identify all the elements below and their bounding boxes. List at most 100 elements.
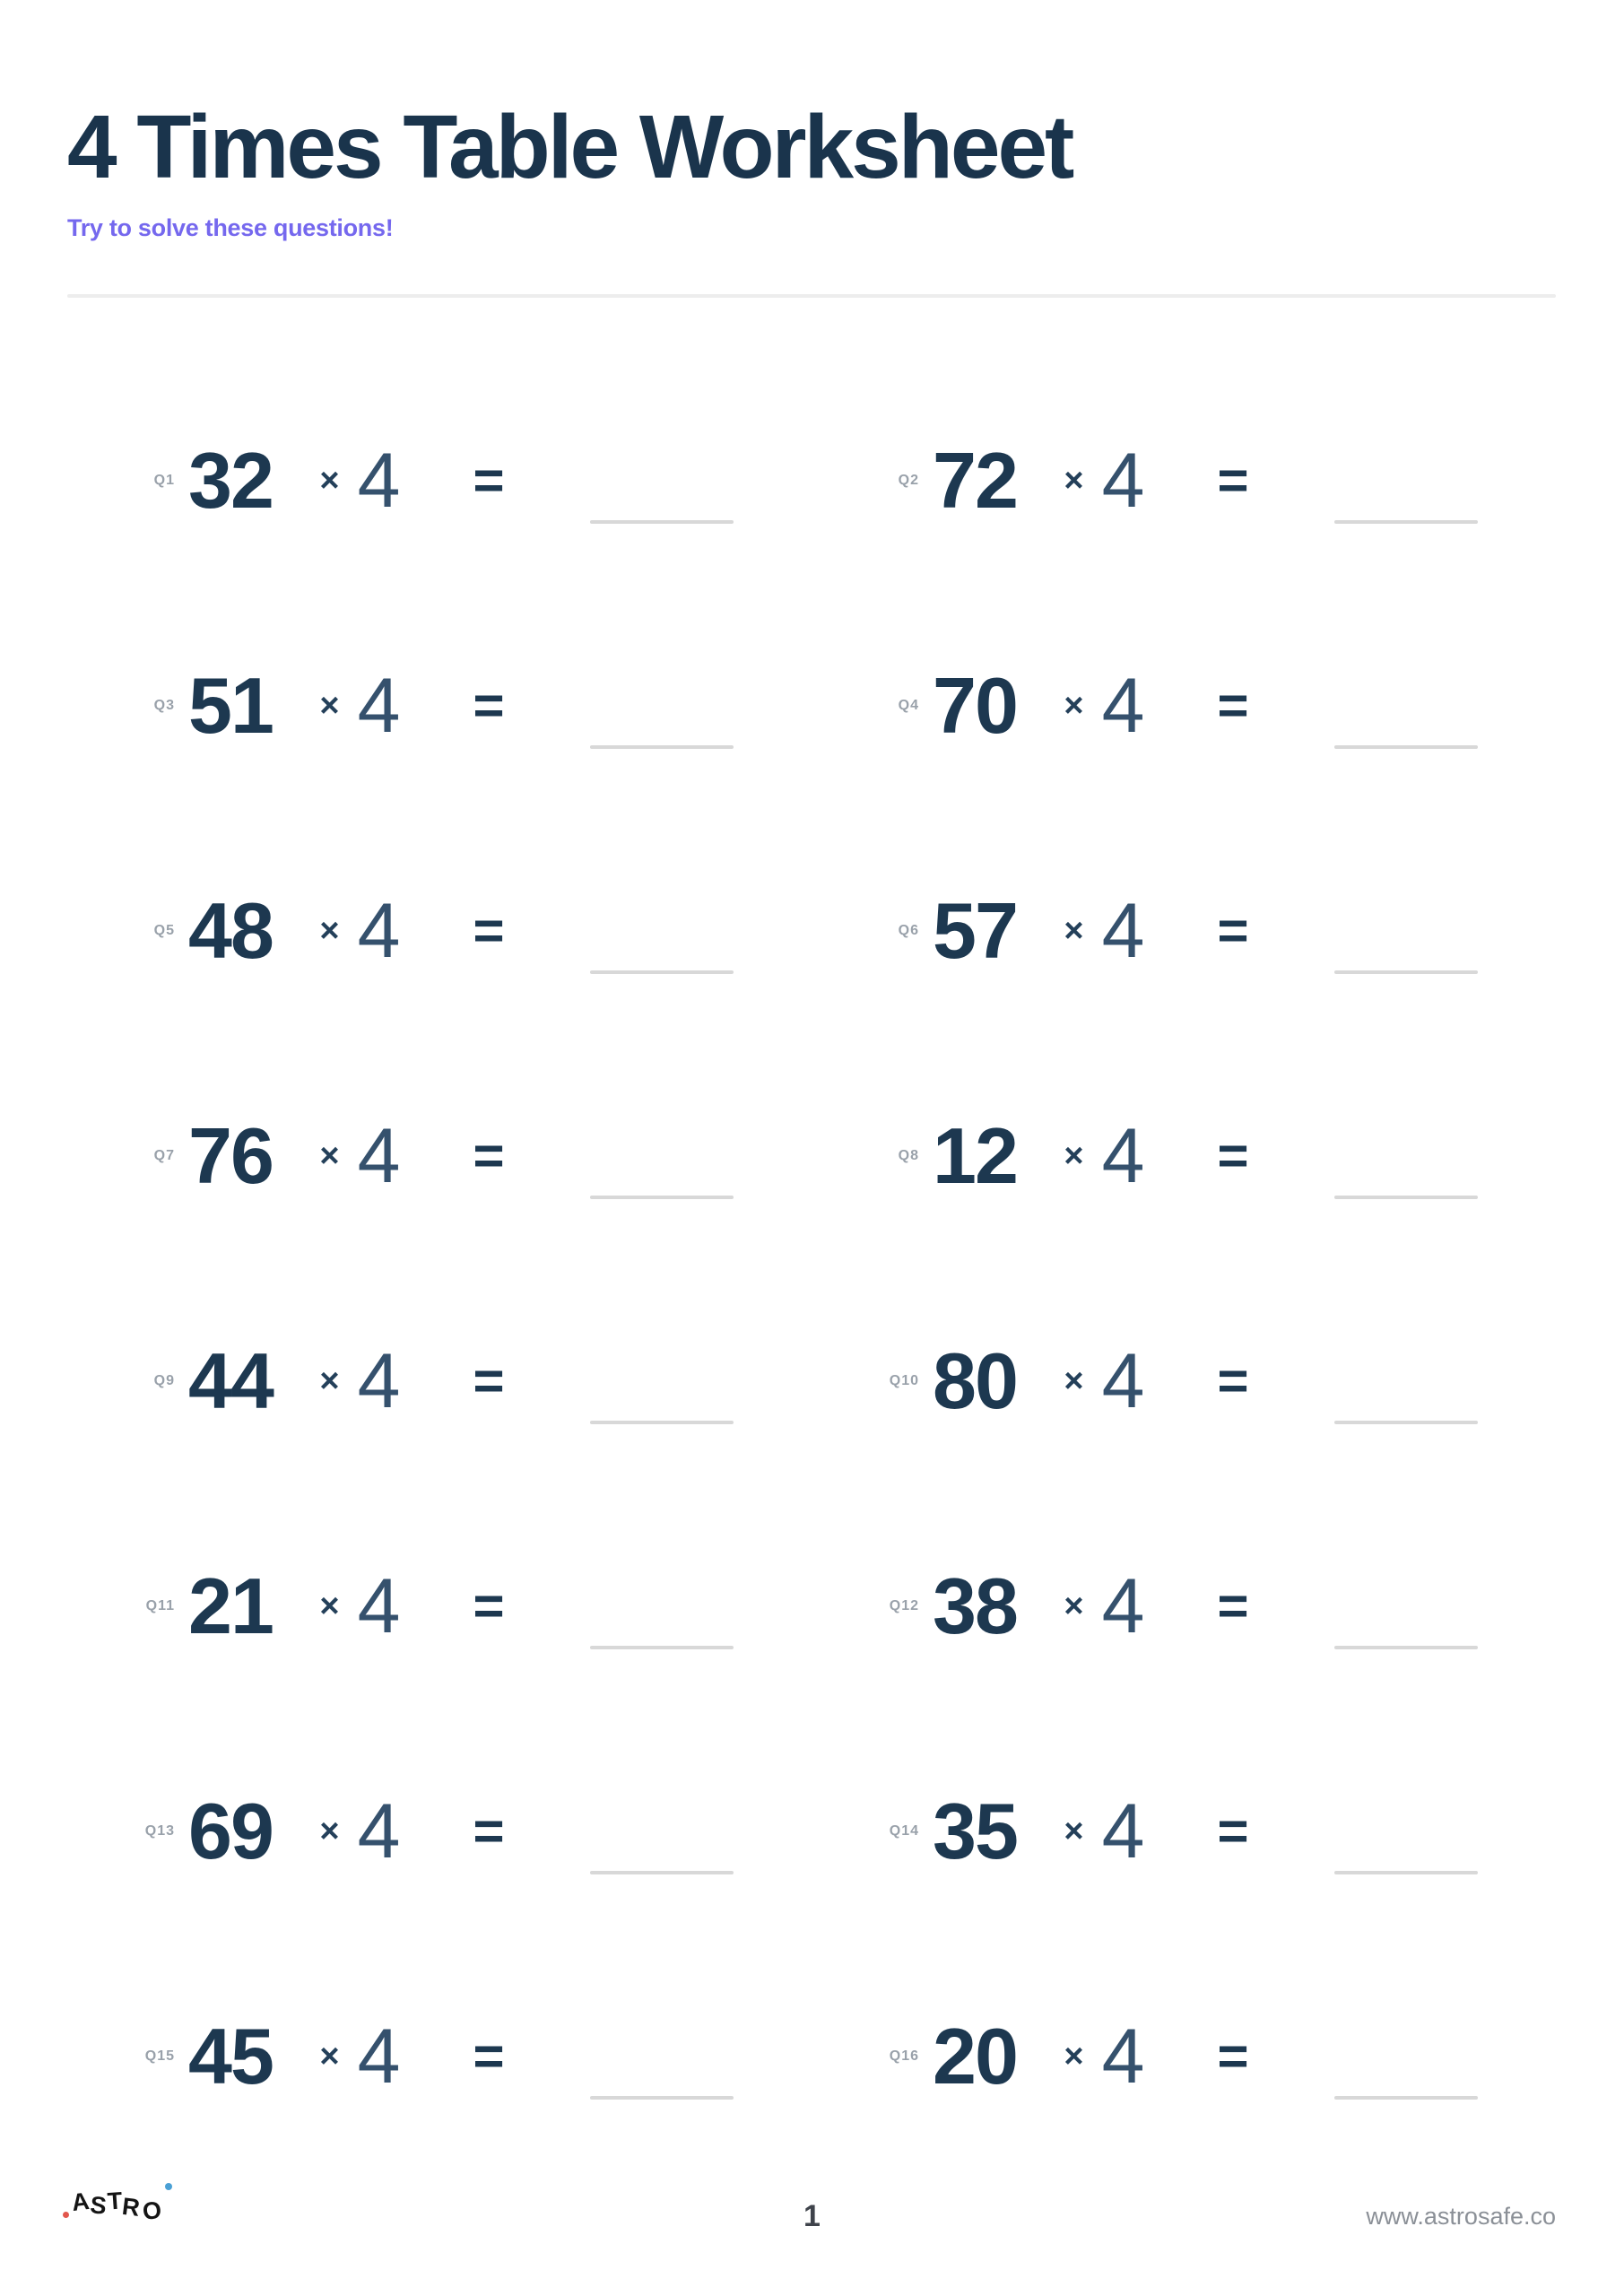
question-item: Q2 72 × 4 = xyxy=(812,368,1556,593)
equals-sign: = xyxy=(1217,1575,1249,1636)
answer-blank[interactable] xyxy=(590,744,734,749)
answer-blank[interactable] xyxy=(590,1645,734,1649)
multiply-icon: × xyxy=(1064,686,1084,725)
header: 4 Times Table Worksheet Try to solve the… xyxy=(67,100,1556,242)
question-item: Q12 38 × 4 = xyxy=(812,1493,1556,1718)
question-multiplier: 4 xyxy=(1101,1562,1145,1649)
multiply-icon: × xyxy=(1064,2037,1084,2075)
question-label: Q1 xyxy=(153,472,175,488)
question-operand: 45 xyxy=(188,2011,274,2100)
answer-blank[interactable] xyxy=(590,1870,734,1874)
question-operand: 32 xyxy=(188,435,274,525)
answer-blank[interactable] xyxy=(1334,744,1478,749)
question-item: Q13 69 × 4 = xyxy=(67,1718,812,1944)
answer-blank[interactable] xyxy=(1334,1195,1478,1199)
multiply-icon: × xyxy=(319,1812,340,1850)
multiply-icon: × xyxy=(1064,1812,1084,1850)
question-operand: 72 xyxy=(933,435,1019,525)
question-label: Q4 xyxy=(898,697,919,713)
question-multiplier: 4 xyxy=(1101,1112,1145,1199)
equals-sign: = xyxy=(1217,900,1249,961)
question-multiplier: 4 xyxy=(357,1787,401,1874)
question-operand: 69 xyxy=(188,1786,274,1875)
question-multiplier: 4 xyxy=(1101,662,1145,749)
multiply-icon: × xyxy=(319,2037,340,2075)
question-item: Q7 76 × 4 = xyxy=(67,1043,812,1268)
answer-blank[interactable] xyxy=(590,1195,734,1199)
question-operand: 57 xyxy=(933,885,1019,975)
page-title: 4 Times Table Worksheet xyxy=(67,97,1074,197)
equals-sign: = xyxy=(1217,1125,1249,1186)
answer-blank[interactable] xyxy=(590,519,734,524)
questions-grid: Q1 32 × 4 = Q2 72 × 4 = Q3 51 × 4 = Q4 7… xyxy=(67,368,1556,2169)
question-label: Q5 xyxy=(153,922,175,938)
equals-sign: = xyxy=(1217,1800,1249,1861)
equals-sign: = xyxy=(473,1575,505,1636)
question-operand: 51 xyxy=(188,660,274,750)
answer-blank[interactable] xyxy=(1334,2095,1478,2100)
question-operand: 21 xyxy=(188,1561,274,1650)
equals-sign: = xyxy=(473,674,505,735)
multiply-icon: × xyxy=(319,461,340,500)
question-item: Q11 21 × 4 = xyxy=(67,1493,812,1718)
question-item: Q6 57 × 4 = xyxy=(812,818,1556,1043)
multiply-icon: × xyxy=(319,911,340,950)
question-label: Q2 xyxy=(898,472,919,488)
header-divider xyxy=(67,294,1556,298)
question-item: Q3 51 × 4 = xyxy=(67,593,812,818)
equals-sign: = xyxy=(473,449,505,510)
footer: ASTRO 1 www.astrosafe.co xyxy=(0,2181,1624,2244)
question-multiplier: 4 xyxy=(1101,1337,1145,1424)
question-multiplier: 4 xyxy=(1101,1787,1145,1874)
answer-blank[interactable] xyxy=(1334,1645,1478,1649)
answer-blank[interactable] xyxy=(1334,519,1478,524)
question-item: Q8 12 × 4 = xyxy=(812,1043,1556,1268)
question-label: Q9 xyxy=(153,1372,175,1388)
multiply-icon: × xyxy=(1064,1587,1084,1625)
question-operand: 80 xyxy=(933,1335,1019,1425)
website-link[interactable]: www.astrosafe.co xyxy=(1366,2203,1556,2230)
equals-sign: = xyxy=(1217,1350,1249,1411)
question-label: Q10 xyxy=(889,1372,919,1388)
question-operand: 70 xyxy=(933,660,1019,750)
question-label: Q3 xyxy=(153,697,175,713)
equals-sign: = xyxy=(473,2025,505,2086)
question-operand: 48 xyxy=(188,885,274,975)
question-multiplier: 4 xyxy=(357,1337,401,1424)
multiply-icon: × xyxy=(1064,461,1084,500)
question-multiplier: 4 xyxy=(1101,437,1145,524)
question-label: Q11 xyxy=(145,1597,175,1613)
answer-blank[interactable] xyxy=(1334,970,1478,974)
astro-logo: ASTRO xyxy=(63,2183,172,2225)
question-label: Q7 xyxy=(153,1147,175,1163)
question-label: Q6 xyxy=(898,922,919,938)
equals-sign: = xyxy=(1217,674,1249,735)
question-label: Q15 xyxy=(144,2048,175,2064)
answer-blank[interactable] xyxy=(590,1420,734,1424)
multiply-icon: × xyxy=(1064,1361,1084,1400)
multiply-icon: × xyxy=(319,1136,340,1175)
question-item: Q1 32 × 4 = xyxy=(67,368,812,593)
page-number: 1 xyxy=(803,2199,821,2233)
equals-sign: = xyxy=(473,1800,505,1861)
question-multiplier: 4 xyxy=(1101,887,1145,974)
answer-blank[interactable] xyxy=(590,2095,734,2100)
question-operand: 12 xyxy=(933,1110,1019,1200)
question-item: Q9 44 × 4 = xyxy=(67,1268,812,1493)
equals-sign: = xyxy=(1217,2025,1249,2086)
multiply-icon: × xyxy=(1064,911,1084,950)
equals-sign: = xyxy=(473,900,505,961)
logo-dot-blue-icon xyxy=(164,2183,172,2190)
answer-blank[interactable] xyxy=(1334,1870,1478,1874)
question-multiplier: 4 xyxy=(1101,2013,1145,2100)
equals-sign: = xyxy=(473,1125,505,1186)
answer-blank[interactable] xyxy=(590,970,734,974)
question-multiplier: 4 xyxy=(357,437,401,524)
question-label: Q14 xyxy=(889,1822,919,1839)
question-label: Q13 xyxy=(144,1822,175,1839)
answer-blank[interactable] xyxy=(1334,1420,1478,1424)
question-multiplier: 4 xyxy=(357,887,401,974)
multiply-icon: × xyxy=(319,1587,340,1625)
question-operand: 20 xyxy=(933,2011,1019,2100)
question-operand: 76 xyxy=(188,1110,274,1200)
